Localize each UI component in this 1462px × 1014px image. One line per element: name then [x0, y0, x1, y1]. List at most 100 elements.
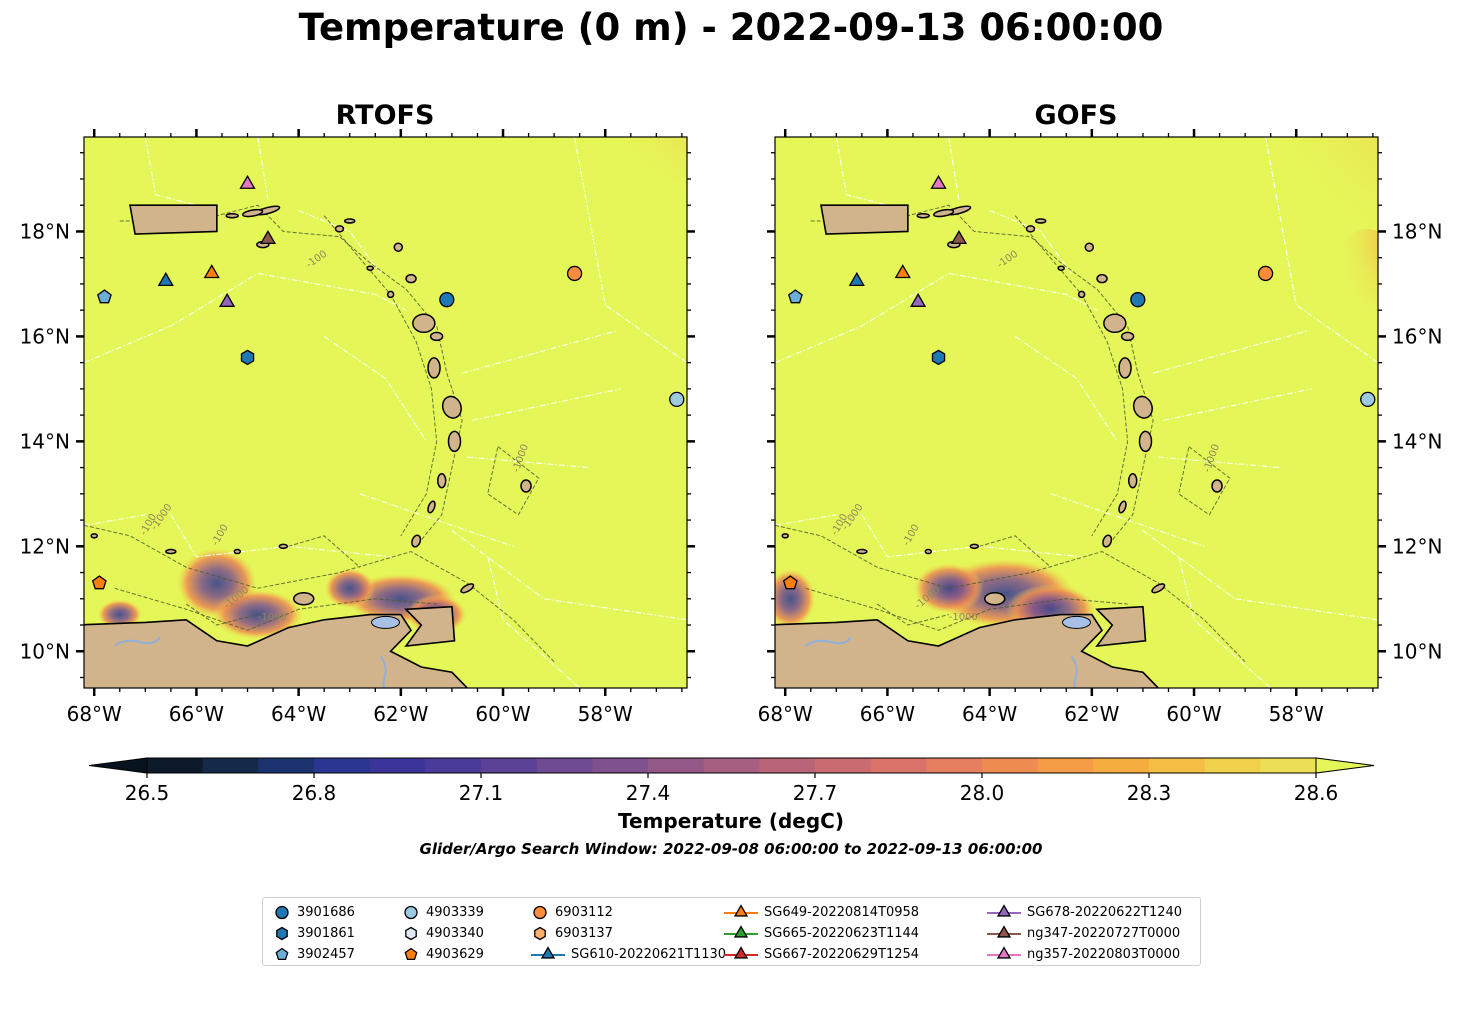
colorbar-bin: [1149, 758, 1206, 773]
eez-boundary: [462, 330, 616, 374]
marker-3901686: [439, 292, 455, 308]
island: [292, 592, 315, 606]
island: [1151, 583, 1166, 594]
colorbar-bin: [815, 758, 872, 773]
island: [165, 548, 177, 555]
island: [1096, 273, 1108, 284]
legend-item: 6903137: [531, 923, 613, 943]
legend-marker-icon: [275, 947, 289, 960]
legend-marker-icon: [531, 946, 565, 959]
colorbar-tick-label: 27.4: [626, 781, 671, 805]
marker-3901686: [1130, 292, 1146, 308]
colorbar-frame: [146, 757, 1317, 774]
marker-4903629: [91, 575, 107, 590]
x-tick-label: 68°W: [758, 702, 813, 726]
island: [366, 265, 374, 271]
legend-item: 4903339: [402, 902, 484, 922]
marker-ng357-20220803T0000: [930, 174, 947, 189]
colorbar-bin: [1260, 758, 1317, 773]
island: [427, 357, 441, 379]
bathymetry-contour: [119, 204, 463, 547]
island: [411, 534, 422, 548]
island: [412, 313, 436, 334]
legend-item: SG678-20220622T1240: [987, 902, 1182, 922]
legend-symbol-6903137: [534, 926, 546, 941]
legend-symbol-3902457: [275, 947, 289, 960]
marker-ng357-20220803T0000: [239, 174, 256, 189]
island: [1118, 357, 1132, 379]
x-tick-label: 62°W: [373, 702, 428, 726]
eez-boundary: [84, 514, 146, 526]
land-trinidad: [1095, 605, 1147, 648]
panel-title-rtofs: RTOFS: [335, 100, 435, 131]
colorbar-tick-label: 26.8: [292, 781, 337, 805]
x-tick-label: 64°W: [962, 702, 1017, 726]
island: [1120, 331, 1135, 342]
eez-boundary: [323, 335, 427, 442]
colorbar-bin: [147, 758, 204, 773]
colorbar-bin: [648, 758, 705, 773]
colorbar-bin: [1037, 758, 1094, 773]
legend-label: SG610-20220621T1130: [571, 946, 727, 962]
legend-marker-icon: [533, 905, 547, 920]
legend-label: ng357-20220803T0000: [1027, 946, 1181, 962]
eez-boundary: [467, 456, 590, 469]
legend-item: 3901861: [273, 923, 355, 943]
land-south-america: [775, 613, 1160, 688]
eez-boundary: [861, 514, 1082, 558]
x-tick-label: 64°W: [271, 702, 326, 726]
colorbar-bin: [703, 758, 760, 773]
legend-symbol-3901861: [276, 926, 288, 941]
bathymetry-contour: [185, 603, 258, 626]
island: [1084, 242, 1095, 252]
panel-title-gofs: GOFS: [1034, 100, 1118, 131]
island: [460, 583, 475, 594]
island: [90, 533, 98, 539]
marker-SG678-20220622T1240: [909, 292, 927, 307]
legend-symbol-SG610-20220621T1130: [540, 946, 556, 959]
gulf-of-paria: [371, 615, 400, 629]
legend-item: 4903340: [402, 923, 484, 943]
eez-boundary: [775, 514, 837, 526]
colorbar-under-extend: [88, 757, 148, 774]
island: [933, 208, 955, 218]
marker-4903339: [1360, 391, 1376, 408]
x-tick-label: 68°W: [67, 702, 122, 726]
gulf-of-paria: [1062, 615, 1091, 629]
marker-SG649-20220814T0958: [894, 264, 911, 279]
eez-boundary: [1014, 335, 1118, 442]
colorbar-tick-label: 27.1: [459, 781, 504, 805]
legend-symbol-3901686: [275, 905, 289, 920]
y-tick-label: 18°N: [20, 219, 70, 243]
marker-SG610-20220621T1130: [157, 271, 174, 286]
y-tick-label: 18°N: [1392, 219, 1442, 243]
marker-SG610-20220621T1130: [848, 271, 865, 286]
legend-item: SG665-20220623T1144: [724, 923, 919, 943]
y-tick-label: 12°N: [1392, 534, 1442, 558]
island: [278, 543, 289, 550]
island: [983, 592, 1006, 606]
colorbar-bin: [536, 758, 593, 773]
land-puerto-rico: [820, 204, 909, 235]
colorbar-bin: [1204, 758, 1261, 773]
legend-label: 3901861: [297, 925, 355, 941]
island: [447, 430, 462, 453]
land-trinidad: [404, 605, 456, 648]
x-tick-label: 58°W: [578, 702, 633, 726]
bathymetry-contour: [487, 446, 540, 516]
island: [1138, 430, 1153, 453]
marker-6903112: [566, 265, 583, 282]
marker-3901861: [931, 349, 946, 366]
x-tick-label: 66°W: [169, 702, 224, 726]
island: [436, 472, 447, 489]
colorbar-tick-label: 26.5: [125, 781, 170, 805]
island: [969, 543, 980, 550]
eez-boundary: [451, 530, 687, 621]
colorbar-bin: [982, 758, 1039, 773]
marker-3901861: [240, 349, 255, 366]
bathymetry-contour: [810, 204, 1154, 547]
island: [441, 395, 462, 419]
eez-boundary: [1142, 530, 1378, 621]
island: [233, 548, 242, 555]
